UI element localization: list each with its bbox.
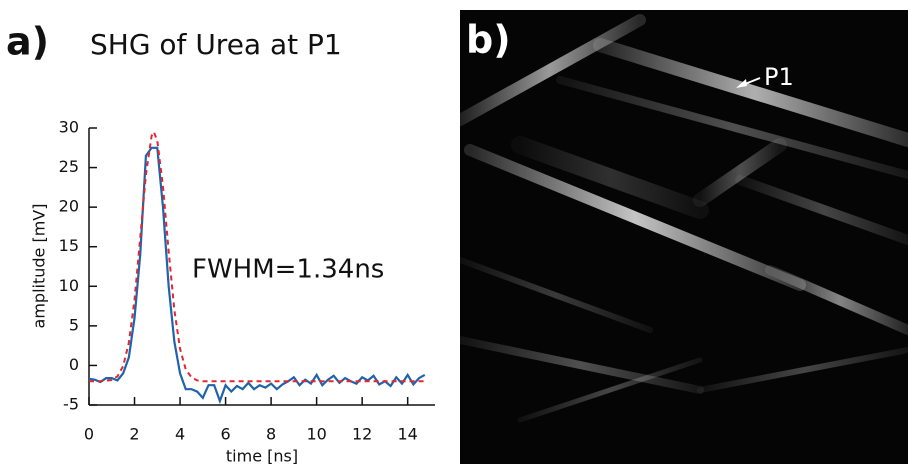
x-tick-label: 10 [306, 425, 326, 444]
x-tick-label: 0 [84, 425, 94, 444]
y-tick-label: -5 [63, 395, 79, 414]
annotation: FWHM=1.34ns [192, 255, 384, 285]
chart-title: SHG of Urea at P1 [90, 28, 342, 61]
x-axis-label: time [ns] [226, 447, 298, 464]
y-tick-label: 15 [59, 236, 79, 255]
y-tick-label: 5 [69, 315, 79, 334]
y-tick-label: 25 [59, 157, 79, 176]
y-tick-label: 10 [59, 276, 79, 295]
x-tick-label: 14 [398, 425, 418, 444]
y-axis-label: amplitude [mV] [30, 204, 49, 329]
data-line [89, 129, 425, 383]
y-tick-label: 0 [69, 355, 79, 374]
panel-label: a) [6, 20, 49, 64]
x-tick-label: 12 [352, 425, 372, 444]
x-tick-label: 8 [266, 425, 276, 444]
image-annotation: P1 [764, 63, 794, 91]
microscope-image [454, 10, 908, 464]
data-line [88, 146, 426, 405]
x-tick-label: 4 [175, 425, 185, 444]
x-tick-label: 6 [220, 425, 230, 444]
plot-area: -5 0 5 10 15 20 25 30 0 2 4 6 8 10 12 14 [59, 118, 435, 444]
x-tick-label: 2 [129, 425, 139, 444]
y-tick-label: 30 [59, 118, 79, 137]
y-tick-label: 20 [59, 197, 79, 216]
panel-label: b) [466, 18, 511, 62]
